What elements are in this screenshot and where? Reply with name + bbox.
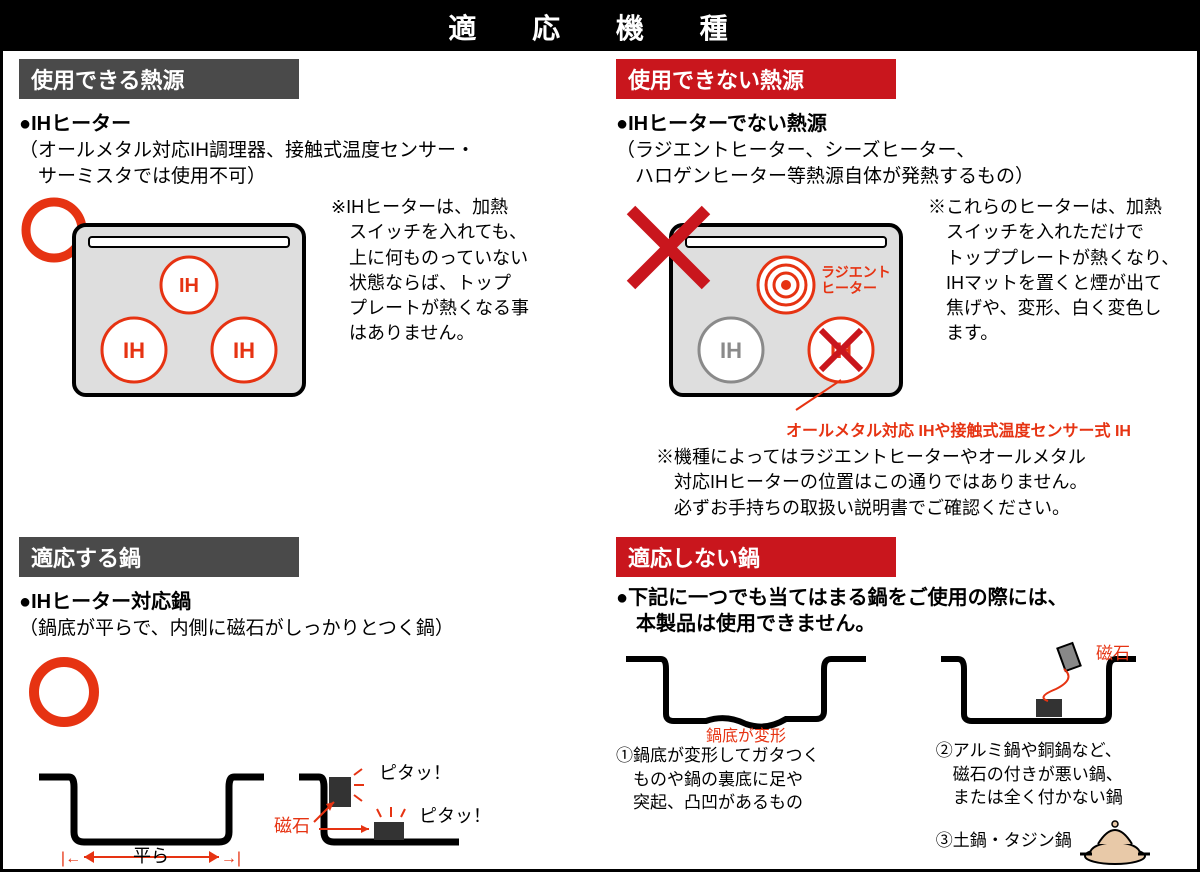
sub-ok-heat: （オールメタル対応IH調理器、接触式温度センサー・ サーミスタでは使用不可） [19,138,584,189]
note-ok-heat: ※IHヒーターは、加熱 スイッチを入れても、 上に何ものっていない 状態ならば、… [331,195,529,346]
cooktop-ok-diagram: IH IH IH [19,195,319,405]
bullet-ok-heat: ●IHヒーター [19,107,584,136]
title-bar: 適 応 機 種 [3,3,1197,51]
row-ng-pot: 鍋底が変形 ①鍋底が変形してガタつく ものや鍋の裏底に足や 突起、凸凹があるもの… [616,639,1181,866]
note-ng-heat: ※これらのヒーターは、加熱 スイッチを入れただけで トッププレートが熱くなり、 … [928,195,1179,346]
tagine-icon [1080,816,1150,866]
svg-text:平ら: 平ら [133,846,169,866]
header-ok-pot: 適応する鍋 [19,537,299,577]
svg-text:IH: IH [123,338,145,363]
sub-ok-pot: （鍋底が平らで、内側に磁石がしっかりとつく鍋） [19,616,584,642]
svg-text:磁石: 磁石 [1096,644,1130,663]
ng-pot-item1: 鍋底が変形 ①鍋底が変形してガタつく ものや鍋の裏底に足や 突起、凸凹があるもの [616,639,916,815]
cooktop-ng-diagram: IH IH ラジエント ヒーター [616,195,916,415]
ng-pot-item23: 磁石 ②アルミ鍋や銅鍋など、 磁石の付きが悪い鍋、 または全く付かない鍋 ③土鍋… [936,639,1181,866]
content-grid: 使用できる熱源 ●IHヒーター （オールメタル対応IH調理器、接触式温度センサー… [3,51,1197,875]
svg-text:→|: →| [221,850,241,867]
svg-text:磁石: 磁石 [274,816,310,836]
pot-deformed-diagram: 鍋底が変形 [616,639,876,744]
bullet-ng-heat: ●IHヒーターでない熱源 [616,107,1181,136]
pot-magnet-diagram: 磁石 [936,639,1176,739]
callout-ng-heat: オールメタル対応 IHや接触式温度センサー式 IH [736,417,1181,441]
header-ng-heat: 使用できない熱源 [616,59,896,99]
svg-text:IH: IH [233,338,255,363]
section-ok-heat: 使用できる熱源 ●IHヒーター （オールメタル対応IH調理器、接触式温度センサー… [3,51,600,529]
section-ng-pot: 適応しない鍋 ●下記に一つでも当てはまる鍋をご使用の際には、 本製品は使用できま… [600,529,1197,875]
section-ok-pot: 適応する鍋 ●IHヒーター対応鍋 （鍋底が平らで、内側に磁石がしっかりとつく鍋）… [3,529,600,875]
section-ng-heat: 使用できない熱源 ●IHヒーターでない熱源 （ラジエントヒーター、シーズヒーター… [600,51,1197,529]
ng-pot-text1: ①鍋底が変形してガタつく ものや鍋の裏底に足や 突起、凸凹があるもの [616,744,916,815]
row-ng-heat: IH IH ラジエント ヒーター ※これらのヒーターは、加熱 スイッチを入れただ… [616,195,1181,415]
svg-text:鍋底が変形: 鍋底が変形 [706,727,786,744]
row-ok-heat: IH IH IH ※IHヒーターは、加熱 スイッチを入れても、 上に何ものってい… [19,195,584,405]
ng-pot-text3: ③土鍋・タジン鍋 [936,829,1072,853]
svg-text:IH: IH [179,275,199,297]
svg-text:ピタッ！: ピタッ！ [419,806,491,826]
svg-text:ヒーター: ヒーター [821,280,877,296]
svg-text:ラジエント: ラジエント [821,264,891,280]
svg-text:IH: IH [720,338,742,363]
bullet-ng-pot: ●下記に一つでも当てはまる鍋をご使用の際には、 本製品は使用できません。 [616,585,1181,637]
svg-text:|←: |← [61,850,81,867]
sub-ng-heat: （ラジエントヒーター、シーズヒーター、 ハロゲンヒーター等熱源自体が発熱するもの… [616,138,1181,189]
svg-text:ピタッ！: ピタッ！ [379,763,451,783]
ng-pot-text2: ②アルミ鍋や銅鍋など、 磁石の付きが悪い鍋、 または全く付かない鍋 [936,739,1181,810]
page: 適 応 機 種 使用できる熱源 ●IHヒーター （オールメタル対応IH調理器、接… [0,0,1200,872]
bullet-ok-pot: ●IHヒーター対応鍋 [19,585,584,614]
pot-ok-diagram: 平ら |← →| ピタッ！ ピタッ！ 磁石 [19,647,539,867]
footnote-ng-heat: ※機種によってはラジエントヒーターやオールメタル 対応IHヒーターの位置はこの通… [656,445,1181,521]
header-ok-heat: 使用できる熱源 [19,59,299,99]
header-ng-pot: 適応しない鍋 [616,537,896,577]
